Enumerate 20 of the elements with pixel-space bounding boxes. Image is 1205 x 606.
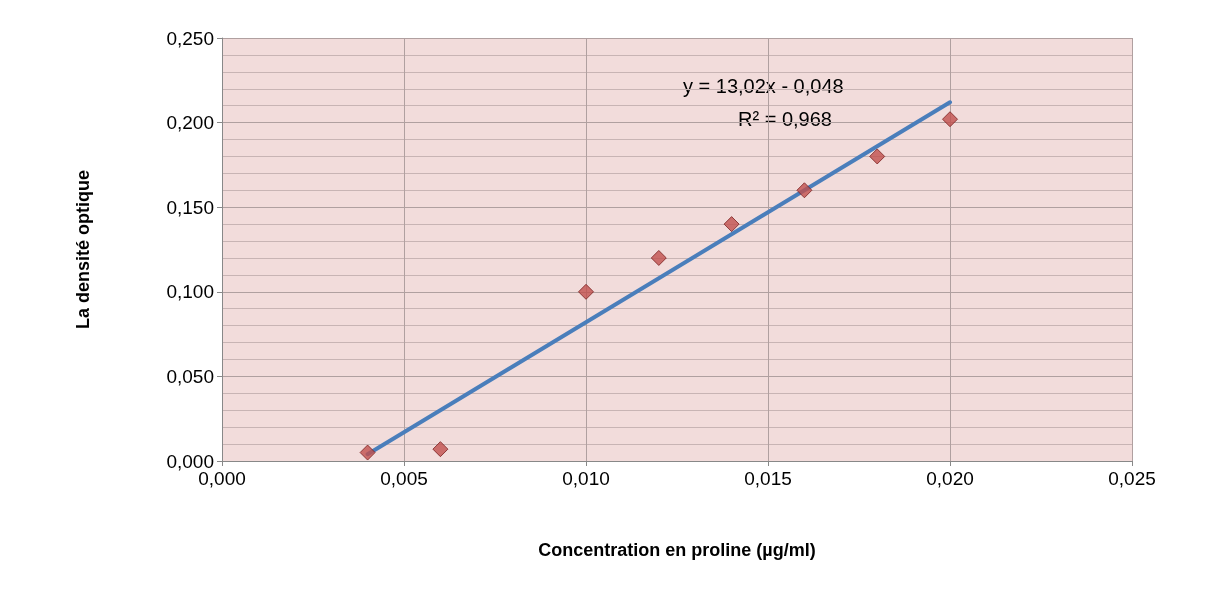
x-tick-label: 0,020 [926,468,974,489]
point [432,441,449,458]
point [723,216,740,233]
y-tick-label: 0,100 [166,281,214,303]
point [650,249,667,266]
point [869,148,886,165]
point [796,182,813,199]
x-tick-label: 0,010 [562,468,610,489]
y-axis-title: La densité optique [73,169,93,330]
x-tick-label: 0,025 [1108,468,1156,489]
point [942,111,958,128]
point [359,444,376,461]
x-axis-title: Concentration en proline (µg/ml) [538,540,816,560]
x-tick-label: 0,015 [744,468,792,489]
y-tick-label: 0,250 [166,27,214,49]
y-tick-label: 0,150 [166,196,214,218]
x-tick-label: 0,005 [380,468,428,489]
point [578,283,594,300]
y-tick-label: 0,200 [166,112,214,134]
y-tick-label: 0,050 [166,365,214,387]
